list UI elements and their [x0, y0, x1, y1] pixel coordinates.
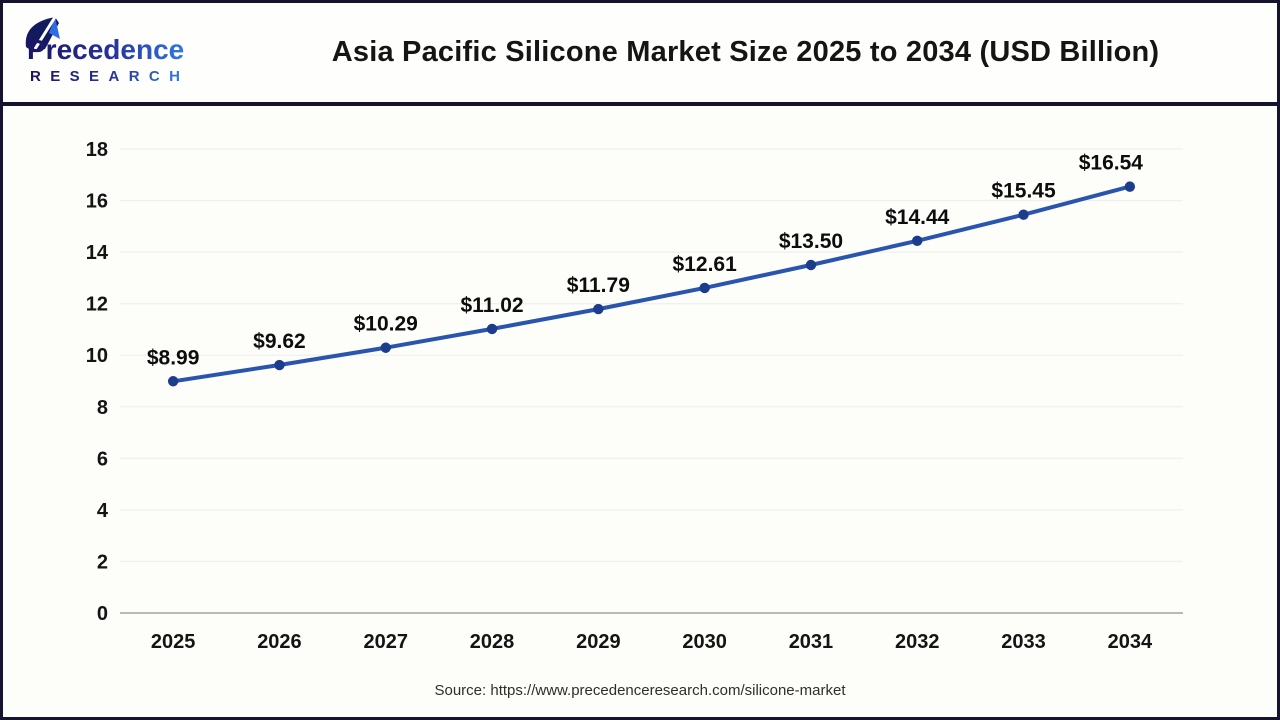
- x-tick-label: 2025: [151, 631, 196, 653]
- y-tick-label: 2: [97, 551, 108, 573]
- precedence-logo: Precedence RESEARCH: [19, 13, 254, 92]
- data-label: $10.29: [354, 313, 418, 336]
- y-tick-label: 0: [97, 603, 108, 625]
- y-tick-label: 14: [86, 242, 109, 264]
- y-tick-label: 18: [86, 139, 108, 161]
- x-tick-label: 2034: [1108, 631, 1153, 653]
- data-label: $11.79: [567, 274, 630, 297]
- data-point: [1018, 209, 1029, 220]
- data-label: $15.45: [991, 180, 1056, 203]
- data-label: $9.62: [253, 330, 306, 353]
- y-tick-label: 6: [97, 448, 108, 470]
- line-chart: 0 2 4 6 8 10 12 14 16 18 2025 2026 2027 2028 2029 2030 2…: [86, 139, 1183, 653]
- x-tick-label: 2033: [1001, 631, 1046, 653]
- data-point: [167, 376, 179, 387]
- page-title: Asia Pacific Silicone Market Size 2025 t…: [331, 36, 1160, 68]
- x-tick-label: 2031: [789, 631, 834, 653]
- data-label: $14.44: [885, 206, 950, 229]
- data-label: $11.02: [461, 294, 524, 317]
- data-label: $8.99: [147, 346, 200, 369]
- header: Precedence RESEARCH Asia Pacific Silicon…: [3, 3, 1277, 106]
- trend-line: [171, 184, 1132, 384]
- data-point: [380, 342, 391, 353]
- data-label: $13.50: [779, 230, 843, 253]
- x-tick-label: 2032: [895, 631, 940, 653]
- logo-graphic: Precedence RESEARCH: [25, 16, 184, 85]
- source-text: Source: https://www.precedenceresearch.c…: [434, 682, 846, 699]
- chart-area: 0 2 4 6 8 10 12 14 16 18 2025 2026 2027 2028 2029 2030 2…: [3, 106, 1277, 712]
- y-tick-label: 12: [86, 294, 108, 316]
- data-point: [699, 282, 710, 294]
- data-point: [1124, 181, 1136, 192]
- data-point: [274, 359, 285, 371]
- y-tick-label: 10: [86, 345, 108, 367]
- y-tick-label: 4: [97, 500, 109, 522]
- leaf-icon: [25, 16, 60, 51]
- data-label: $12.61: [673, 253, 738, 276]
- data-point: [486, 323, 498, 335]
- data-point: [912, 235, 923, 246]
- x-tick-label: 2026: [257, 631, 302, 653]
- data-point: [593, 303, 604, 315]
- data-point: [805, 259, 817, 271]
- y-tick-label: 8: [97, 397, 108, 419]
- y-tick-label: 16: [86, 191, 108, 213]
- logo-text: Precedence: [27, 34, 184, 65]
- x-tick-label: 2027: [364, 631, 409, 653]
- x-tick-label: 2028: [470, 631, 515, 653]
- x-tick-label: 2030: [682, 631, 727, 653]
- logo-subtext: RESEARCH: [30, 68, 180, 85]
- x-tick-label: 2029: [576, 631, 621, 653]
- data-label: $16.54: [1079, 152, 1144, 175]
